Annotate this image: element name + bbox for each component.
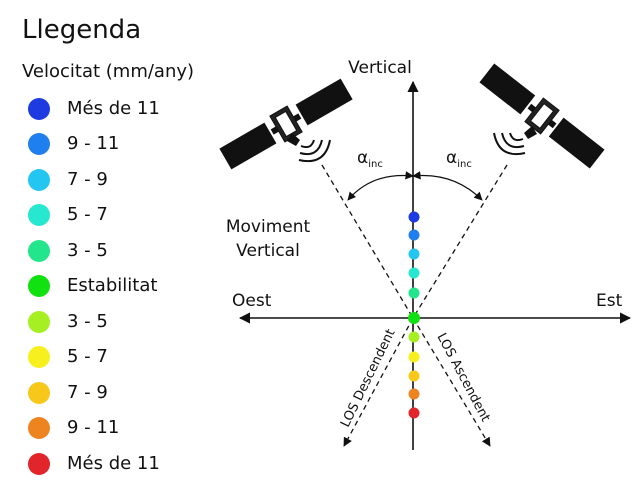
legend-swatch <box>28 452 50 475</box>
legend-swatch <box>28 97 50 120</box>
angle-subscript: inc <box>457 159 472 170</box>
velocity-dot <box>408 248 420 260</box>
angle-symbol: α <box>357 148 368 168</box>
legend-label: 9 - 11 <box>67 133 120 155</box>
legend-item: 9 - 11 <box>28 411 160 447</box>
los-ascending-line <box>412 164 508 319</box>
east-axis-label: Est <box>596 291 623 311</box>
legend-item: 3 - 5 <box>28 233 160 269</box>
legend-item: Més de 11 <box>28 91 160 127</box>
legend-swatch <box>28 275 50 298</box>
vertical-movement-label: Vertical <box>236 241 300 261</box>
incidence-angle-label: αinc <box>357 148 383 170</box>
vertical-axis-label: Vertical <box>348 58 412 78</box>
velocity-dot <box>408 287 420 299</box>
legend-label: 7 - 9 <box>67 168 108 190</box>
velocity-dot <box>408 407 420 419</box>
legend-swatch <box>28 168 50 191</box>
legend-label: 5 - 7 <box>67 204 108 226</box>
vertical-movement-label: Moviment <box>226 217 311 237</box>
legend-item: 7 - 9 <box>28 375 160 411</box>
legend-swatch <box>28 310 50 333</box>
velocity-dot <box>408 267 420 279</box>
los-descending-line <box>321 164 414 319</box>
legend-item: Estabilitat <box>28 269 160 305</box>
velocity-dot <box>408 331 420 343</box>
satellite-icon <box>219 78 353 170</box>
legend-swatch <box>28 133 50 156</box>
legend-item: 7 - 9 <box>28 162 160 198</box>
legend-label: 5 - 7 <box>67 346 108 368</box>
angle-symbol: α <box>446 148 457 168</box>
legend-swatch <box>28 239 50 262</box>
legend-list: Més de 11 9 - 11 7 - 9 5 - 7 3 - 5 Estab… <box>28 91 160 482</box>
legend-label: 3 - 5 <box>67 239 108 261</box>
legend-label: 3 - 5 <box>67 310 108 332</box>
west-axis-label: Oest <box>232 291 272 311</box>
legend-item: 3 - 5 <box>28 304 160 340</box>
los-ascending-label: LOS Ascendent <box>433 331 492 425</box>
los-descending-arrow <box>343 317 414 447</box>
legend-subtitle: Velocitat (mm/any) <box>22 61 195 82</box>
velocity-dot <box>408 211 420 223</box>
legend-swatch <box>28 381 50 404</box>
legend-item: 9 - 11 <box>28 127 160 163</box>
satellite-icon <box>479 63 605 169</box>
legend-label: Més de 11 <box>67 452 160 474</box>
velocity-dot <box>408 312 420 324</box>
legend-swatch <box>28 417 50 440</box>
legend-item: Més de 11 <box>28 446 160 482</box>
incidence-angle-arc-left <box>347 171 414 201</box>
legend-swatch <box>28 346 50 369</box>
legend-label: Més de 11 <box>67 97 160 119</box>
legend-label: Estabilitat <box>67 275 158 297</box>
incidence-angle-arc-right <box>412 171 483 201</box>
velocity-dot <box>408 370 420 382</box>
velocity-dot <box>408 388 420 400</box>
legend-label: 9 - 11 <box>67 417 120 439</box>
velocity-dot <box>408 229 420 241</box>
legend-item: 5 - 7 <box>28 340 160 376</box>
los-ascending-arrow <box>412 317 491 447</box>
legend-label: 7 - 9 <box>67 381 108 403</box>
incidence-angle-label: αinc <box>446 148 472 170</box>
legend-title: Llegenda <box>22 15 142 45</box>
legend-item: 5 - 7 <box>28 198 160 234</box>
velocity-dot <box>408 351 420 363</box>
angle-subscript: inc <box>368 159 383 170</box>
legend-swatch <box>28 204 50 227</box>
los-descending-label: LOS Descendent <box>338 327 398 430</box>
